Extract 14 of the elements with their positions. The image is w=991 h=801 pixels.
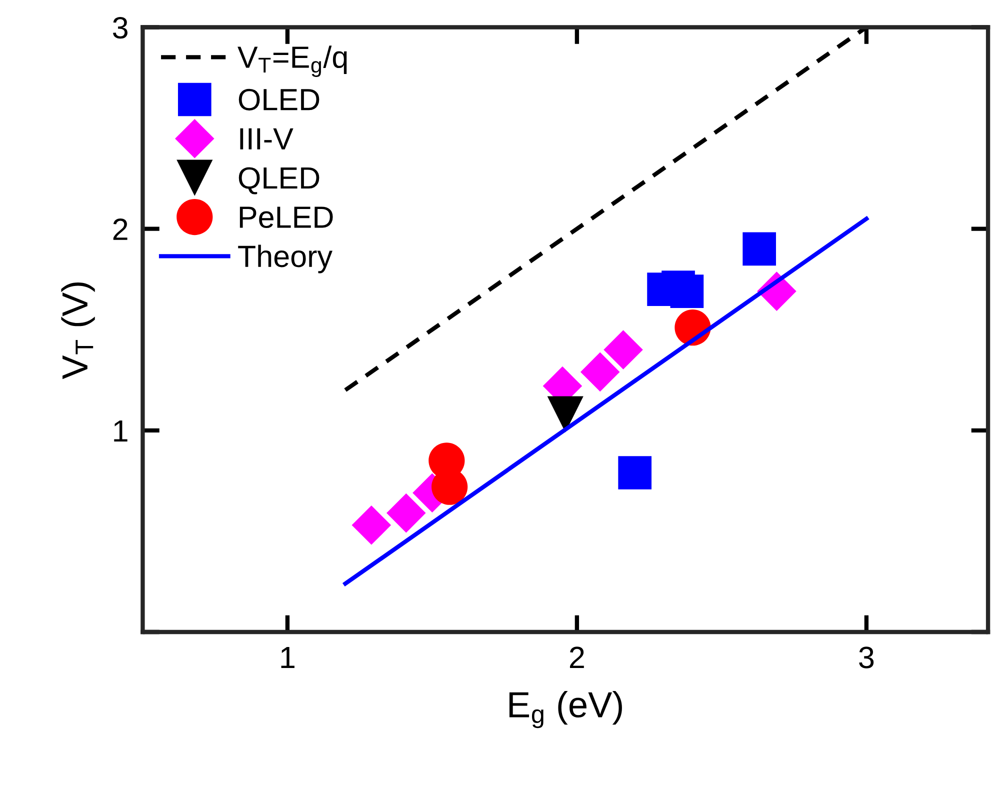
y-axis-title: V$_{T}$ (V) — [61, 282, 95, 380]
legend-label: III-V — [240, 128, 294, 150]
x-tick-label: 2 — [570, 646, 584, 668]
legend-label: OLED — [238, 88, 320, 110]
legend-label: Theory — [238, 244, 332, 274]
legend-label: PeLED — [240, 206, 333, 228]
x-tick-label: 3 — [859, 646, 874, 668]
y-tick-label: 2 — [113, 218, 128, 240]
x-axis-title: E$_{g}$ (eV) — [509, 691, 622, 728]
y-tick-label: 3 — [112, 16, 128, 39]
x-tick-label: 1 — [281, 647, 294, 668]
legend-label: QLED — [238, 167, 320, 194]
y-tick-label: 1 — [114, 420, 128, 442]
legend-label: V$_{T}$=E$_{g}$/q — [238, 46, 347, 77]
